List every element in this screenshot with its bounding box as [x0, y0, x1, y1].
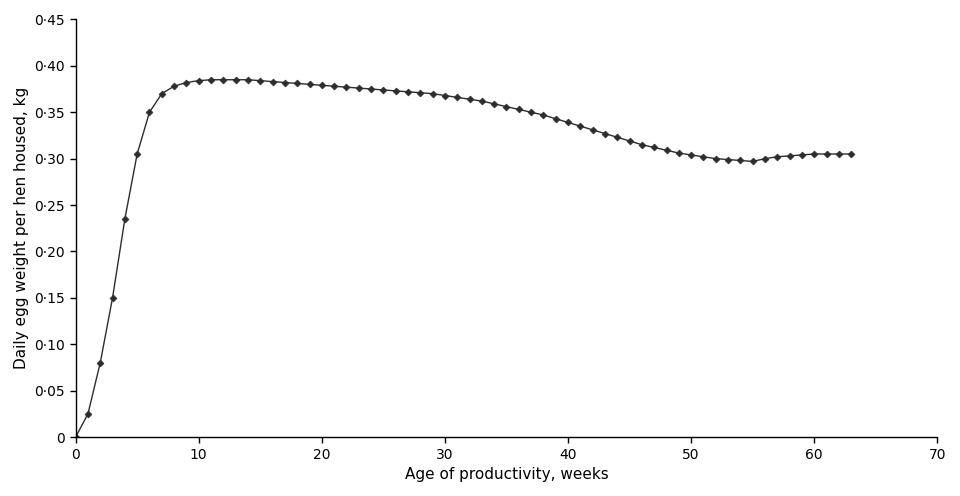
- X-axis label: Age of productivity, weeks: Age of productivity, weeks: [404, 467, 609, 482]
- Y-axis label: Daily egg weight per hen housed, kg: Daily egg weight per hen housed, kg: [13, 87, 29, 370]
